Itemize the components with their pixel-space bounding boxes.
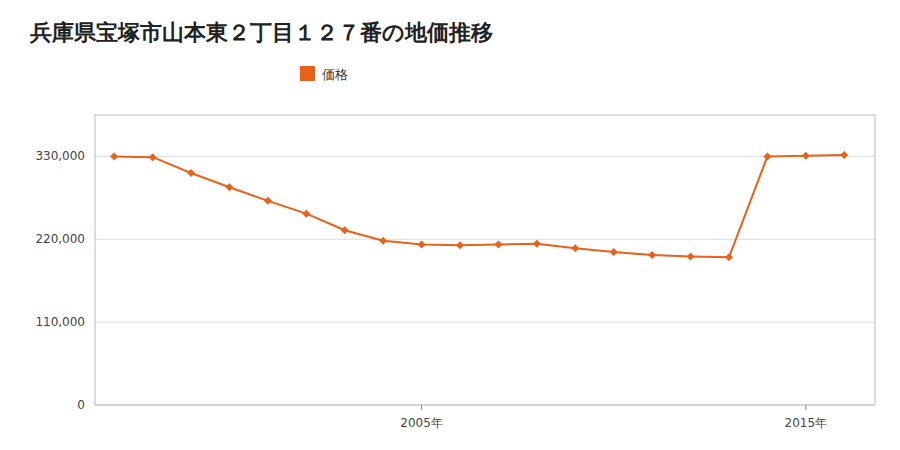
chart: 兵庫県宝塚市山本東２丁目１２７番の地価推移 0 110,000 220,000 330,… xyxy=(0,0,900,450)
x-tick-label: 2015年 xyxy=(785,416,828,430)
y-tick-label: 0 xyxy=(77,398,85,412)
marker xyxy=(302,210,310,218)
marker xyxy=(187,169,195,177)
marker xyxy=(225,183,233,191)
marker xyxy=(802,152,810,160)
legend: 価格 xyxy=(300,66,348,82)
marker xyxy=(456,241,464,249)
grid-line xyxy=(95,322,875,323)
x-tick xyxy=(805,405,806,410)
marker xyxy=(341,226,349,234)
y-tick-label: 330,000 xyxy=(35,149,85,163)
grid-line xyxy=(95,156,875,157)
marker xyxy=(571,244,579,252)
grid xyxy=(95,156,875,405)
legend-swatch xyxy=(300,66,315,81)
grid-line xyxy=(95,239,875,240)
line xyxy=(114,155,844,257)
marker xyxy=(264,197,272,205)
marker xyxy=(149,153,157,161)
y-tick-label: 110,000 xyxy=(35,315,85,329)
plot-frame xyxy=(95,115,875,405)
legend-label: 価格 xyxy=(322,67,348,82)
marker xyxy=(610,248,618,256)
marker xyxy=(418,241,426,249)
marker xyxy=(110,152,118,160)
marker xyxy=(763,152,771,160)
x-tick xyxy=(421,405,422,410)
plot-area xyxy=(110,151,848,261)
title: 兵庫県宝塚市山本東２丁目１２７番の地価推移 xyxy=(29,20,493,45)
marker xyxy=(687,253,695,261)
marker xyxy=(533,240,541,248)
marker xyxy=(840,151,848,159)
marker xyxy=(725,253,733,261)
marker xyxy=(494,241,502,249)
marker xyxy=(379,237,387,245)
marker xyxy=(648,251,656,259)
y-tick-label: 220,000 xyxy=(35,232,85,246)
x-tick-label: 2005年 xyxy=(400,416,443,430)
